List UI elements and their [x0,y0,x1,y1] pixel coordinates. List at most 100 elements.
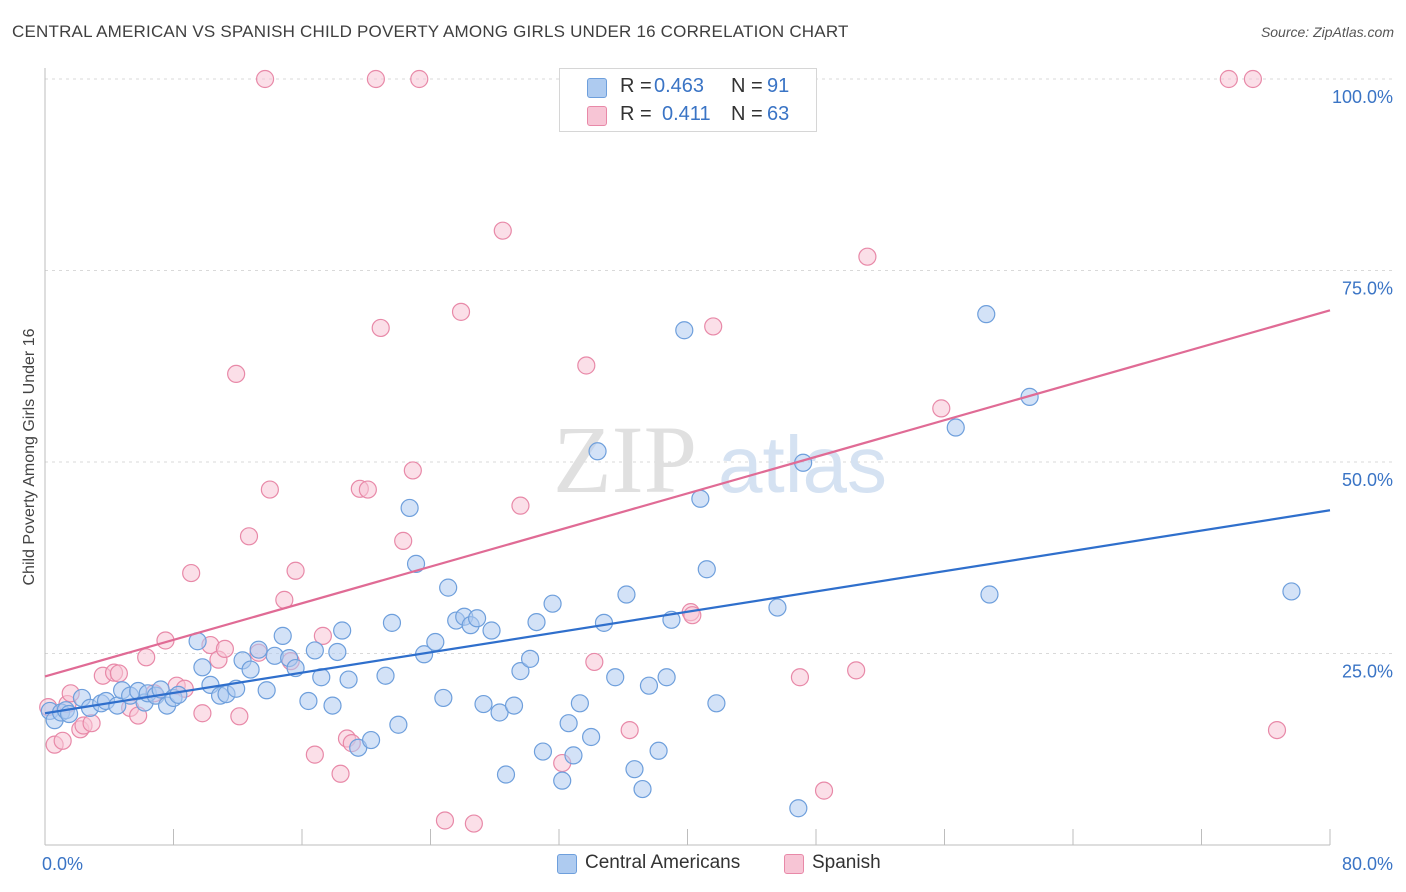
spanish-point[interactable] [215,639,234,659]
central-point[interactable] [707,694,726,713]
central-point[interactable] [193,658,212,677]
central-point[interactable] [305,641,324,660]
central-point[interactable] [977,305,996,324]
central-point[interactable] [789,799,808,818]
central-point[interactable] [490,703,509,722]
central-point[interactable] [299,691,318,711]
spanish-point[interactable] [464,814,483,833]
spanish-point[interactable] [847,661,866,680]
central-point[interactable] [582,727,601,747]
central-point[interactable] [482,621,501,640]
central-point[interactable] [257,681,276,700]
central-point[interactable] [249,640,268,659]
central-point[interactable] [504,696,524,715]
central-point[interactable] [328,642,347,662]
central-point[interactable] [496,765,516,784]
spanish-point[interactable] [511,496,530,515]
spanish-point[interactable] [790,668,810,687]
spanish-point[interactable] [858,247,877,266]
spanish-point[interactable] [358,480,377,499]
spanish-point[interactable] [1219,69,1238,89]
central-point[interactable] [376,666,395,685]
spanish-point[interactable] [577,356,596,375]
central-point[interactable] [946,418,965,437]
spanish-point[interactable] [403,461,422,480]
spanish-point[interactable] [305,745,324,764]
spanish-point[interactable] [182,563,201,583]
central-point[interactable] [520,649,540,668]
central-point[interactable] [657,668,676,687]
spanish-point[interactable] [230,707,249,726]
spanish-point[interactable] [286,561,305,580]
central-point[interactable] [426,632,445,652]
spanish-point[interactable] [1243,69,1263,89]
spanish-point[interactable] [239,527,259,546]
central-point[interactable] [553,771,572,790]
central-point[interactable] [361,730,381,750]
central-point[interactable] [467,609,487,628]
spanish-point[interactable] [1267,720,1287,740]
central-point[interactable] [389,715,408,734]
spanish-point[interactable] [260,480,279,499]
spanish-point[interactable] [227,364,246,384]
central-point[interactable] [633,779,652,799]
spanish-point[interactable] [585,652,604,672]
central-point[interactable] [400,498,419,518]
central-point[interactable] [406,554,426,573]
central-point[interactable] [333,621,352,640]
central-point[interactable] [564,746,583,765]
spanish-point[interactable] [814,781,834,800]
central-point[interactable] [323,696,342,715]
spanish-point[interactable] [313,626,332,645]
spanish-point[interactable] [435,811,455,830]
central-point[interactable] [273,626,292,645]
central-point[interactable] [649,741,668,760]
spanish-point[interactable] [704,317,723,336]
central-point[interactable] [241,660,260,679]
r-value: 0.411 [662,103,711,125]
spanish-point[interactable] [137,648,156,667]
spanish-point[interactable] [932,399,951,418]
central-point[interactable] [980,585,999,604]
central-point[interactable] [169,685,188,704]
central-point[interactable] [543,594,562,613]
spanish-point[interactable] [255,69,275,89]
central-point[interactable] [533,742,553,761]
central-point[interactable] [675,321,694,340]
n-value: 63 [767,103,790,125]
spanish-point[interactable] [331,764,350,783]
spanish-swatch [587,106,607,126]
central-point[interactable] [527,612,546,632]
spanish-point[interactable] [620,720,639,740]
central-point[interactable] [594,613,614,632]
central-point[interactable] [697,560,716,579]
series-legend: Central Americans Spanish [0,852,1406,878]
central-point[interactable] [606,668,625,687]
central-point[interactable] [625,760,644,779]
spanish-point[interactable] [193,704,212,723]
tick-labels: 25.0% 50.0% 75.0% 100.0% 0.0% 80.0% [42,87,1393,874]
spanish-point[interactable] [366,69,385,89]
central-point[interactable] [639,676,659,695]
central-point[interactable] [768,598,787,617]
central-point[interactable] [511,662,530,681]
spanish-point[interactable] [451,302,471,321]
spanish-point[interactable] [109,664,128,683]
spanish-point[interactable] [371,318,390,338]
central-point[interactable] [617,585,636,604]
central-point[interactable] [588,442,607,461]
central-point[interactable] [339,670,358,689]
central-point[interactable] [1282,582,1301,601]
central-point[interactable] [382,613,402,632]
spanish-point[interactable] [410,69,429,89]
central-point[interactable] [439,578,458,597]
spanish-point[interactable] [394,531,413,550]
central-point[interactable] [559,714,578,733]
spanish-point[interactable] [82,714,101,733]
central-point[interactable] [570,694,589,713]
central-point[interactable] [474,694,493,714]
spanish-point[interactable] [493,221,512,240]
spanish-point[interactable] [53,731,72,750]
central-point[interactable] [434,688,453,708]
central-point[interactable] [691,489,710,508]
